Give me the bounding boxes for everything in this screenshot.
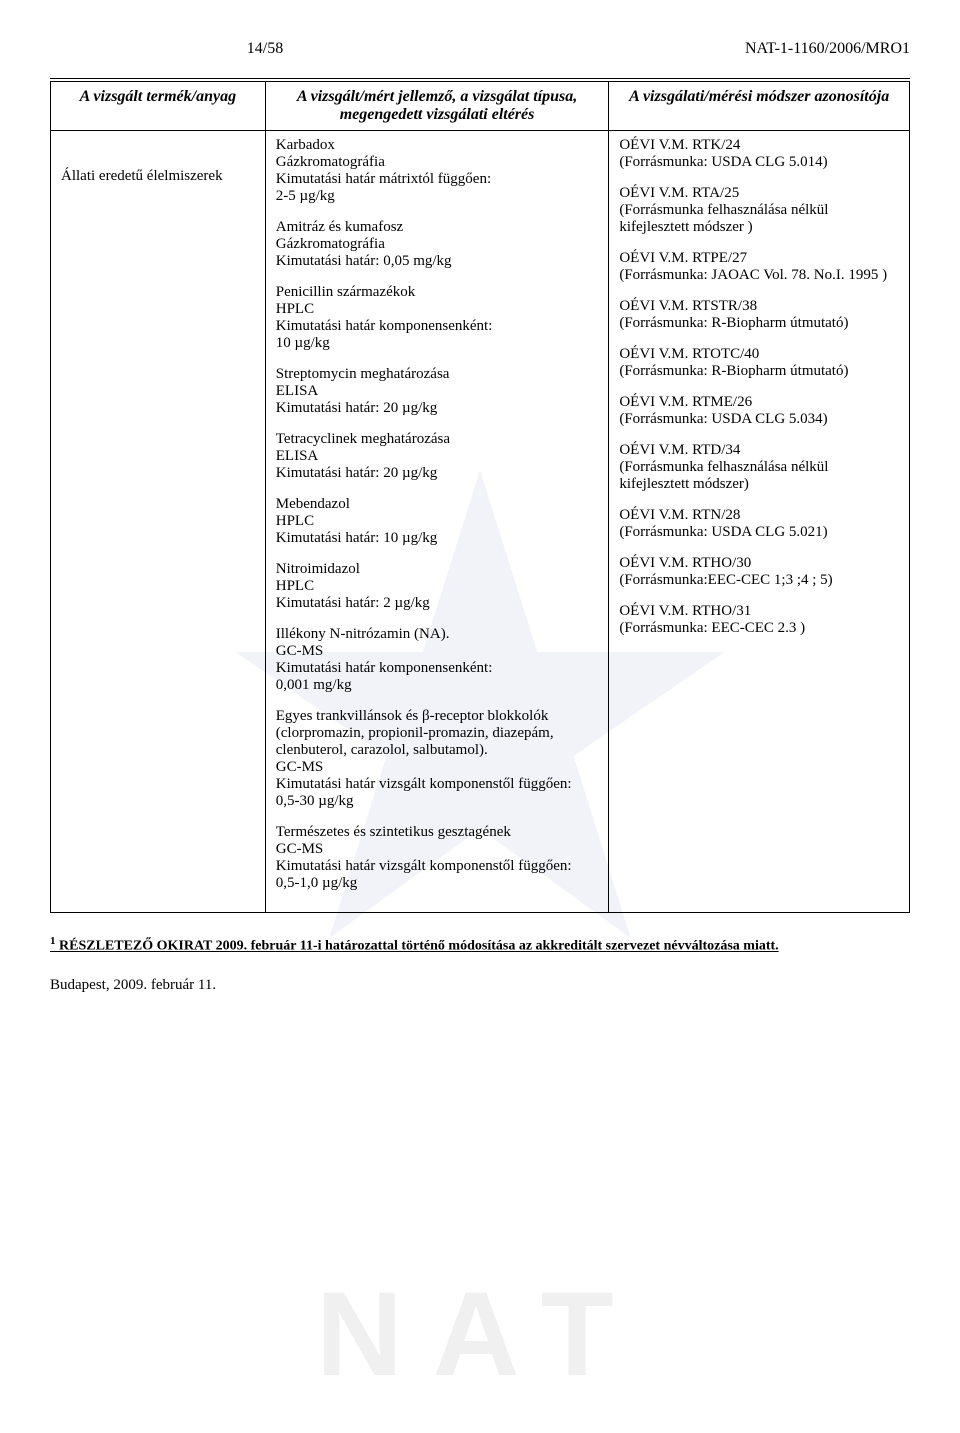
- footnote-text: RÉSZLETEZŐ OKIRAT 2009. február 11-i hat…: [59, 939, 779, 954]
- footnote: 1 RÉSZLETEZŐ OKIRAT 2009. február 11-i h…: [50, 935, 910, 955]
- col-header-method: A vizsgálati/mérési módszer azonosítója: [609, 80, 910, 131]
- method-block: OÉVI V.M. RTA/25 (Forrásmunka felhasznál…: [619, 185, 899, 236]
- cell-characteristics: Karbadox Gázkromatográfia Kimutatási hat…: [265, 131, 609, 913]
- table-row: Állati eredetű élelmiszerek Karbadox Gáz…: [51, 131, 910, 913]
- method-block: OÉVI V.M. RTD/34 (Forrásmunka felhasznál…: [619, 442, 899, 493]
- characteristic-block: Mebendazol HPLC Kimutatási határ: 10 µg/…: [276, 496, 599, 547]
- table-header-row: A vizsgált termék/anyag A vizsgált/mért …: [51, 80, 910, 131]
- watermark-text: NAT: [316, 1265, 644, 1403]
- product-label: Állati eredetű élelmiszerek: [61, 168, 255, 185]
- footnote-marker: 1: [50, 935, 56, 947]
- method-block: OÉVI V.M. RTHO/30 (Forrásmunka:EEC-CEC 1…: [619, 555, 899, 589]
- cell-product: Állati eredetű élelmiszerek: [51, 131, 266, 913]
- data-table: A vizsgált termék/anyag A vizsgált/mért …: [50, 78, 910, 913]
- page-counter: 14/58: [50, 40, 480, 58]
- characteristic-block: Egyes trankvillánsok és β-receptor blokk…: [276, 708, 599, 810]
- col-header-characteristic: A vizsgált/mért jellemző, a vizsgálat tí…: [265, 80, 609, 131]
- characteristic-block: Illékony N-nitrózamin (NA). GC-MS Kimuta…: [276, 626, 599, 694]
- method-block: OÉVI V.M. RTHO/31 (Forrásmunka: EEC-CEC …: [619, 603, 899, 637]
- col-header-product: A vizsgált termék/anyag: [51, 80, 266, 131]
- characteristic-block: Amitráz és kumafosz Gázkromatográfia Kim…: [276, 219, 599, 270]
- page-header: 14/58 NAT-1-1160/2006/MRO1: [50, 40, 910, 58]
- method-block: OÉVI V.M. RTN/28 (Forrásmunka: USDA CLG …: [619, 507, 899, 541]
- method-block: OÉVI V.M. RTPE/27 (Forrásmunka: JAOAC Vo…: [619, 250, 899, 284]
- method-block: OÉVI V.M. RTSTR/38 (Forrásmunka: R-Bioph…: [619, 298, 899, 332]
- characteristic-block: Nitroimidazol HPLC Kimutatási határ: 2 µ…: [276, 561, 599, 612]
- doc-id: NAT-1-1160/2006/MRO1: [480, 40, 910, 58]
- method-block: OÉVI V.M. RTME/26 (Forrásmunka: USDA CLG…: [619, 394, 899, 428]
- footer-date: Budapest, 2009. február 11.: [50, 977, 910, 994]
- characteristic-block: Természetes és szintetikus gesztagének G…: [276, 824, 599, 892]
- method-block: OÉVI V.M. RTOTC/40 (Forrásmunka: R-Bioph…: [619, 346, 899, 380]
- method-block: OÉVI V.M. RTK/24 (Forrásmunka: USDA CLG …: [619, 137, 899, 171]
- characteristic-block: Karbadox Gázkromatográfia Kimutatási hat…: [276, 137, 599, 205]
- characteristic-block: Tetracyclinek meghatározása ELISA Kimuta…: [276, 431, 599, 482]
- characteristic-block: Penicillin származékok HPLC Kimutatási h…: [276, 284, 599, 352]
- characteristic-block: Streptomycin meghatározása ELISA Kimutat…: [276, 366, 599, 417]
- cell-methods: OÉVI V.M. RTK/24 (Forrásmunka: USDA CLG …: [609, 131, 910, 913]
